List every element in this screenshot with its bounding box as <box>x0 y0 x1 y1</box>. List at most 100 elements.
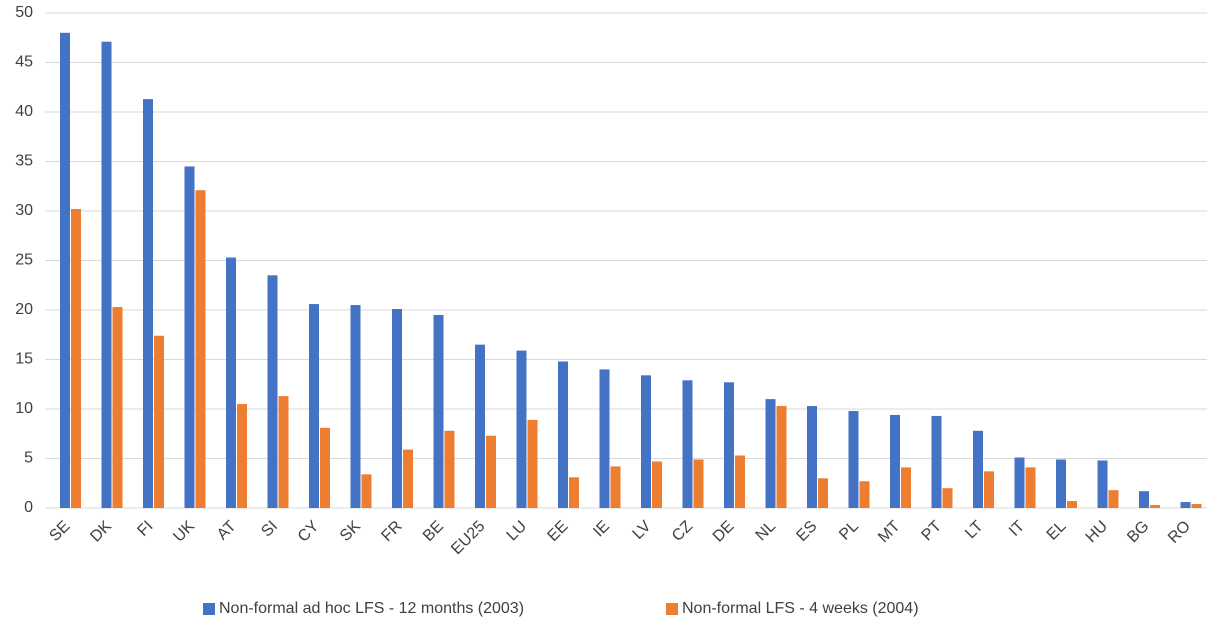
x-tick-label: SE <box>46 518 73 545</box>
bar <box>1056 459 1066 508</box>
bar <box>71 209 81 508</box>
x-tick-label: AT <box>214 518 240 544</box>
y-tick-label: 40 <box>15 103 33 120</box>
x-tick-label: ES <box>793 518 820 545</box>
bar <box>320 427 330 508</box>
bar <box>931 415 942 508</box>
bar <box>403 449 413 508</box>
bar <box>1067 501 1077 508</box>
x-tick-label: NL <box>753 518 780 545</box>
x-tick-label: EL <box>1044 518 1070 544</box>
bar <box>60 32 70 509</box>
x-tick-label: DE <box>710 518 738 546</box>
y-tick-label: 25 <box>15 252 33 269</box>
bar <box>984 471 994 508</box>
legend-label: Non-formal ad hoc LFS - 12 months (2003) <box>219 600 524 617</box>
bar <box>776 406 787 508</box>
x-tick-label: IE <box>590 518 613 541</box>
bar <box>154 335 164 508</box>
bar <box>610 466 621 508</box>
legend-label: Non-formal LFS - 4 weeks (2004) <box>682 600 919 617</box>
bar <box>237 404 247 508</box>
bar <box>1139 491 1149 508</box>
x-tick-label: MT <box>875 518 904 547</box>
x-tick-label: CY <box>295 518 323 546</box>
bar <box>350 305 361 508</box>
x-tick-label: SK <box>337 518 364 545</box>
bar <box>226 257 236 508</box>
bar <box>101 41 112 509</box>
bar <box>641 375 651 508</box>
bar <box>486 435 496 508</box>
bar <box>558 361 568 508</box>
bar <box>973 430 983 508</box>
x-tick-label: PL <box>836 518 862 544</box>
y-tick-label: 45 <box>15 54 33 71</box>
y-tick-label: 20 <box>15 301 33 318</box>
bar <box>724 382 734 508</box>
y-tick-label: 10 <box>15 400 33 417</box>
x-tick-label: DK <box>87 518 115 546</box>
bar <box>735 455 745 508</box>
bar <box>392 309 402 508</box>
bar <box>1025 467 1036 508</box>
y-tick-label: 35 <box>15 153 33 170</box>
bar <box>599 369 610 508</box>
x-tick-label: FR <box>378 518 405 545</box>
bar <box>361 474 372 508</box>
y-tick-label: 5 <box>24 450 33 467</box>
bar <box>1097 460 1108 508</box>
bar <box>818 478 828 508</box>
x-tick-label: LV <box>630 518 655 543</box>
x-tick-label: RO <box>1165 518 1194 547</box>
bar <box>475 344 485 508</box>
x-tick-label: LU <box>504 518 530 544</box>
x-tick-label: BG <box>1124 518 1152 546</box>
bar <box>444 430 455 508</box>
bar <box>1014 457 1025 508</box>
legend-swatch <box>666 603 678 615</box>
bar <box>682 380 693 508</box>
y-tick-label: 15 <box>15 351 33 368</box>
y-tick-label: 0 <box>24 499 33 516</box>
legend-swatch <box>203 603 215 615</box>
x-tick-label: EU25 <box>448 518 488 558</box>
y-tick-label: 50 <box>15 4 33 21</box>
bar <box>309 304 319 508</box>
x-tick-label: EE <box>544 518 571 545</box>
bar <box>569 477 579 508</box>
x-tick-label: HU <box>1083 518 1111 546</box>
bar <box>516 350 527 508</box>
x-tick-label: FI <box>134 518 156 540</box>
bar <box>278 396 289 508</box>
y-tick-label: 30 <box>15 202 33 219</box>
bar <box>267 275 278 508</box>
bar <box>527 419 538 508</box>
x-tick-label: LT <box>962 518 987 543</box>
x-tick-label: UK <box>170 518 198 546</box>
bar <box>807 406 817 508</box>
bar <box>693 459 704 508</box>
bar <box>1150 505 1160 508</box>
bar <box>765 399 776 508</box>
bar <box>859 481 870 508</box>
bar <box>890 414 900 508</box>
bar <box>652 461 662 508</box>
bar <box>1191 504 1202 508</box>
bar <box>848 410 859 508</box>
bar <box>1108 490 1119 508</box>
x-tick-label: PT <box>919 518 946 545</box>
bar <box>195 190 206 508</box>
bar <box>433 314 444 508</box>
x-tick-label: BE <box>420 518 447 545</box>
bar <box>112 307 123 508</box>
bar <box>942 488 953 508</box>
bar <box>143 99 153 508</box>
x-tick-label: IT <box>1006 518 1028 540</box>
x-tick-label: SI <box>258 518 281 541</box>
bar <box>184 166 195 508</box>
bar <box>901 467 911 508</box>
bar <box>1180 502 1191 508</box>
x-tick-label: CZ <box>669 518 696 545</box>
